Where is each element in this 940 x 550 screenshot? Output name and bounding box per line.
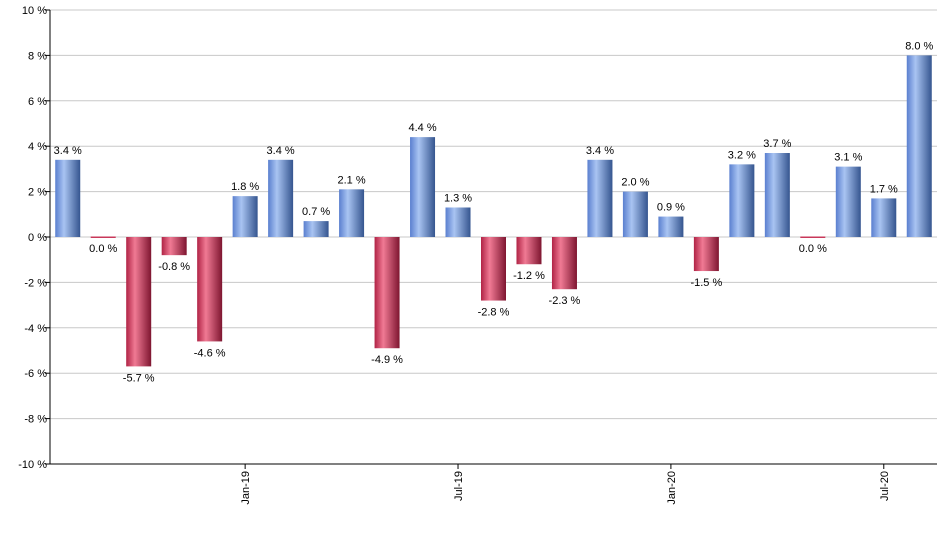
- data-label: 1.8 %: [231, 181, 259, 193]
- data-label: -2.3 %: [549, 295, 581, 307]
- y-tick-label: -8 %: [24, 414, 47, 426]
- data-label: 4.4 %: [408, 122, 436, 134]
- bar: [339, 189, 365, 237]
- data-label: 2.0 %: [621, 177, 649, 189]
- data-label: -4.6 %: [194, 347, 226, 359]
- data-label: 0.0 %: [799, 243, 827, 255]
- data-label: 8.0 %: [905, 40, 933, 52]
- data-labels: 3.4 % 0.0 % -5.7 % -0.8 % -4.6 % 1.8 % 3.4 % 0.…: [54, 40, 934, 384]
- y-tick-label: 0 %: [28, 232, 47, 244]
- bar: [90, 236, 116, 238]
- data-label: 3.7 %: [763, 138, 791, 150]
- grid-lines: [50, 9, 937, 420]
- data-label: -0.8 %: [158, 261, 190, 273]
- x-tick-label: Jan-20: [666, 471, 678, 505]
- data-label: 0.7 %: [302, 206, 330, 218]
- data-label: 3.4 %: [267, 145, 295, 157]
- bar: [835, 166, 861, 237]
- data-label: -4.9 %: [371, 354, 403, 366]
- bar: [126, 237, 152, 367]
- y-tick-label: 10 %: [22, 5, 47, 17]
- bar: [800, 236, 826, 238]
- bars: [55, 55, 932, 367]
- bar: [516, 237, 542, 265]
- data-label: 2.1 %: [338, 174, 366, 186]
- data-label: -1.5 %: [690, 277, 722, 289]
- y-tick-label: 8 %: [28, 50, 47, 62]
- axes: [49, 10, 937, 465]
- y-tick-label: 2 %: [28, 187, 47, 199]
- x-axis-ticks: Jan-19 Jul-19 Jan-20 Jul-20: [240, 464, 891, 505]
- x-tick-label: Jul-20: [879, 471, 891, 501]
- bar: [906, 55, 932, 238]
- data-label: 1.7 %: [870, 183, 898, 195]
- y-tick-label: -6 %: [24, 368, 47, 380]
- x-tick-label: Jan-19: [240, 471, 252, 505]
- data-label: 0.9 %: [657, 202, 685, 214]
- y-axis-ticks: 10 % 8 % 6 % 4 % 2 % 0 % -2 % -4 % -6 % -8 % -10 %: [18, 5, 50, 471]
- y-tick-label: 6 %: [28, 96, 47, 108]
- bar: [410, 137, 436, 237]
- data-label: -1.2 %: [513, 270, 545, 282]
- y-tick-label: -4 %: [24, 323, 47, 335]
- bar: [303, 221, 329, 237]
- bar: [55, 159, 81, 237]
- bar: [268, 159, 294, 237]
- data-label: 3.2 %: [728, 149, 756, 161]
- bar: [658, 216, 684, 237]
- bar: [871, 198, 897, 237]
- data-label: -5.7 %: [123, 372, 155, 384]
- bar: [764, 153, 790, 237]
- bar: [693, 237, 719, 272]
- bar: [587, 159, 613, 237]
- bar: [445, 207, 471, 237]
- data-label: 3.4 %: [586, 145, 614, 157]
- bar: [622, 191, 648, 237]
- y-tick-label: -10 %: [18, 459, 47, 471]
- data-label: 0.0 %: [89, 243, 117, 255]
- bar: [197, 237, 223, 342]
- y-tick-label: -2 %: [24, 277, 47, 289]
- bar: [551, 237, 577, 290]
- data-label: 3.4 %: [54, 145, 82, 157]
- y-tick-label: 4 %: [28, 141, 47, 153]
- bar: [374, 237, 400, 349]
- data-label: -2.8 %: [478, 307, 510, 319]
- bar: [729, 164, 755, 237]
- bar: [481, 237, 506, 301]
- x-tick-label: Jul-19: [453, 471, 465, 501]
- bar: [161, 237, 187, 256]
- data-label: 1.3 %: [444, 192, 472, 204]
- data-label: 3.1 %: [834, 152, 862, 164]
- bar: [232, 196, 258, 237]
